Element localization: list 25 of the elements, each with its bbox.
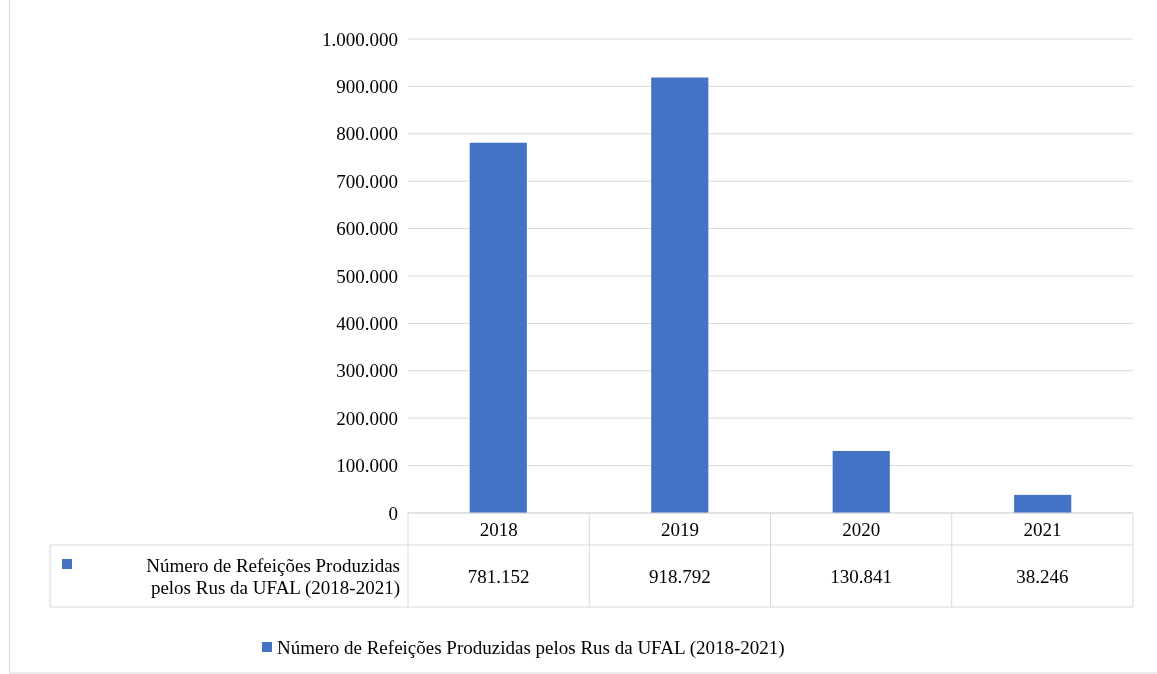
y-tick-label: 900.000 [336,76,398,98]
text: Número de Refeições Produzidas pelos Rus da UFAL (2018-2021) [146,554,400,598]
x-tick-label: 2019 [660,518,699,540]
y-tick-label: 0 [388,502,398,524]
data-label: 130.841 [830,565,892,587]
bar [651,77,709,513]
x-tick-label: 2021 [1023,518,1062,540]
bar [832,450,890,513]
data-label: 918.792 [649,565,711,587]
data-label: 781.152 [467,565,530,587]
y-tick-label: 500.000 [336,265,398,287]
bar [1014,494,1072,513]
y-tick-label: 800.000 [336,123,398,145]
y-tick-label: 300.000 [336,360,398,382]
x-tick-label: 2018 [479,518,518,540]
y-tick-label: 100.000 [336,455,398,477]
x-tick-label: 2020 [842,518,881,540]
y-tick-label: 200.000 [336,407,398,429]
legend-label: Número de Refeições Produzidas pelos Rus da UFAL (2018-2021) [277,636,785,659]
y-tick-label: 1.000.000 [322,28,398,50]
data-label: 38.246 [1016,565,1069,587]
y-tick-label: 600.000 [336,218,398,240]
bar [469,142,527,513]
y-tick-label: 700.000 [336,170,398,192]
y-tick-label: 400.000 [336,313,398,335]
